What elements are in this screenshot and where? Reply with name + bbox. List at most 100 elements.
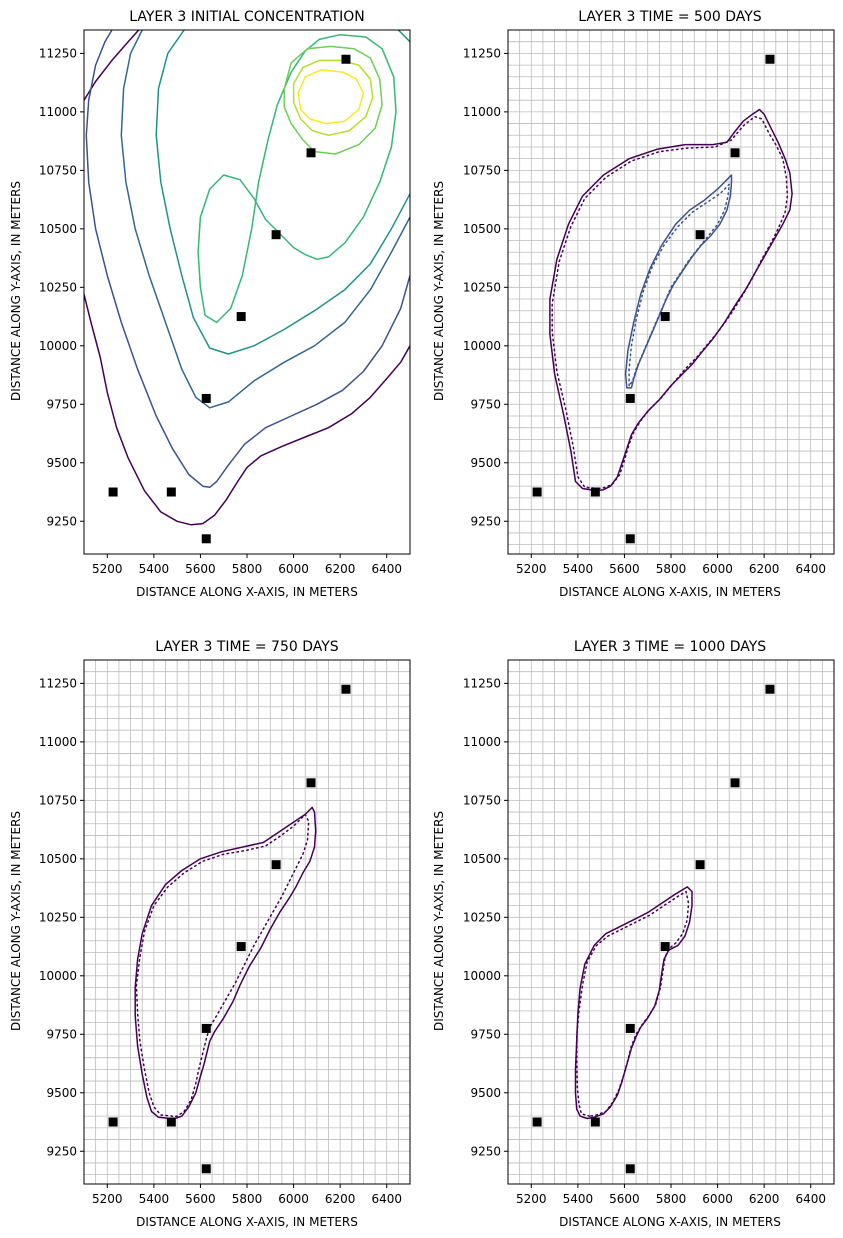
- panel-time-1000-days: LAYER 3 TIME = 1000 DAYS DISTANCE ALONG …: [432, 639, 835, 1229]
- panel-title: LAYER 3 TIME = 750 DAYS: [155, 639, 339, 655]
- y-tick-label: 10500: [463, 222, 501, 236]
- y-axis-ticks: 9250 9500 9750 10000 10250 10500 10750 11000 112…: [39, 676, 84, 1158]
- contour-line: [297, 69, 365, 125]
- y-tick-label: 9500: [46, 456, 77, 470]
- x-tick-label: 5600: [185, 1192, 216, 1206]
- y-axis-ticks: 9250 9500 9750 10000 10250 10500 10750 11000 112…: [39, 46, 84, 528]
- x-axis-ticks: 5200 5400 5600 5800 6000 6200 6400: [92, 554, 402, 576]
- panel-initial-concentration: LAYER 3 INITIAL CONCENTRATION DISTANCE A…: [9, 9, 411, 599]
- y-tick-label: 9500: [470, 456, 501, 470]
- x-tick-label: 6200: [749, 562, 780, 576]
- y-tick-label: 9750: [46, 1027, 77, 1041]
- y-tick-label: 10250: [39, 280, 77, 294]
- y-axis-ticks: 9250 9500 9750 10000 10250 10500 10750 11000 112…: [463, 46, 508, 528]
- y-axis-label: DISTANCE ALONG Y-AXIS, IN METERS: [432, 181, 446, 401]
- well-marker: [590, 487, 600, 497]
- well-marker: [590, 1117, 600, 1127]
- contour-line-dotted: [135, 813, 310, 1117]
- y-tick-label: 10750: [463, 793, 501, 807]
- well-marker: [625, 534, 635, 544]
- panel-title: LAYER 3 TIME = 500 DAYS: [578, 9, 762, 25]
- x-tick-label: 5200: [516, 1192, 547, 1206]
- y-tick-label: 11250: [39, 676, 77, 690]
- y-tick-label: 10000: [39, 969, 77, 983]
- well-markers: [108, 684, 351, 1174]
- well-marker: [341, 54, 351, 64]
- well-marker: [166, 487, 176, 497]
- x-axis-label: DISTANCE ALONG X-AXIS, IN METERS: [136, 1215, 358, 1229]
- x-tick-label: 6400: [371, 562, 402, 576]
- well-marker: [625, 393, 635, 403]
- x-tick-label: 6400: [371, 1192, 402, 1206]
- contour-lines: [134, 806, 317, 1120]
- x-tick-label: 6200: [325, 1192, 356, 1206]
- y-tick-label: 9250: [46, 514, 77, 528]
- x-tick-label: 5200: [92, 562, 123, 576]
- y-tick-label: 11000: [39, 105, 77, 119]
- well-marker: [201, 1023, 211, 1033]
- x-tick-label: 6000: [702, 562, 733, 576]
- x-tick-label: 5400: [139, 1192, 170, 1206]
- well-marker: [108, 1117, 118, 1127]
- y-tick-label: 9250: [470, 1144, 501, 1158]
- x-axis-label: DISTANCE ALONG X-AXIS, IN METERS: [136, 585, 358, 599]
- x-tick-label: 5600: [609, 1192, 640, 1206]
- x-tick-label: 5800: [232, 562, 263, 576]
- contour-line: [120, 30, 410, 409]
- y-tick-label: 10500: [463, 852, 501, 866]
- y-tick-label: 9750: [470, 397, 501, 411]
- y-axis-label: DISTANCE ALONG Y-AXIS, IN METERS: [432, 811, 446, 1031]
- well-marker: [730, 148, 740, 158]
- y-axis-ticks: 9250 9500 9750 10000 10250 10500 10750 11000 112…: [463, 676, 508, 1158]
- x-tick-label: 5400: [563, 562, 594, 576]
- x-tick-label: 5800: [656, 1192, 687, 1206]
- x-tick-label: 6200: [325, 562, 356, 576]
- x-tick-label: 6200: [749, 1192, 780, 1206]
- y-tick-label: 11250: [463, 676, 501, 690]
- contour-line: [84, 293, 410, 526]
- well-marker: [625, 1023, 635, 1033]
- y-axis-label: DISTANCE ALONG Y-AXIS, IN METERS: [9, 181, 23, 401]
- y-tick-label: 11000: [39, 735, 77, 749]
- x-tick-label: 5400: [139, 562, 170, 576]
- y-tick-label: 9500: [46, 1086, 77, 1100]
- contour-line-dotted: [551, 115, 789, 490]
- well-marker: [660, 942, 670, 952]
- y-tick-label: 10750: [39, 163, 77, 177]
- contour-line: [155, 30, 410, 355]
- y-tick-label: 10000: [463, 339, 501, 353]
- well-marker: [341, 684, 351, 694]
- y-tick-label: 9500: [470, 1086, 501, 1100]
- x-tick-label: 5400: [563, 1192, 594, 1206]
- well-markers: [108, 54, 351, 544]
- y-tick-label: 10500: [39, 222, 77, 236]
- y-tick-label: 10500: [39, 852, 77, 866]
- well-markers: [532, 54, 775, 544]
- contour-line: [85, 30, 410, 489]
- contour-line: [197, 33, 397, 324]
- y-tick-label: 11000: [463, 105, 501, 119]
- contour-lines: [84, 30, 410, 526]
- well-markers: [532, 684, 775, 1174]
- y-tick-label: 9750: [470, 1027, 501, 1041]
- x-tick-label: 6400: [795, 1192, 826, 1206]
- x-tick-label: 5600: [185, 562, 216, 576]
- x-tick-label: 6000: [702, 1192, 733, 1206]
- y-tick-label: 10250: [463, 280, 501, 294]
- x-tick-label: 6000: [278, 562, 309, 576]
- x-tick-label: 5800: [232, 1192, 263, 1206]
- y-tick-label: 10250: [39, 910, 77, 924]
- well-marker: [730, 778, 740, 788]
- contour-line: [134, 806, 317, 1120]
- y-tick-label: 10000: [39, 339, 77, 353]
- panel-time-500-days: LAYER 3 TIME = 500 DAYS DISTANCE ALONG X…: [432, 9, 835, 599]
- x-axis-ticks: 5200 5400 5600 5800 6000 6200 6400: [92, 1184, 402, 1206]
- x-tick-label: 5200: [516, 562, 547, 576]
- well-marker: [695, 230, 705, 240]
- well-marker: [108, 487, 118, 497]
- x-tick-label: 5800: [656, 562, 687, 576]
- contour-line-dotted: [575, 890, 690, 1117]
- well-marker: [236, 312, 246, 322]
- x-tick-label: 5200: [92, 1192, 123, 1206]
